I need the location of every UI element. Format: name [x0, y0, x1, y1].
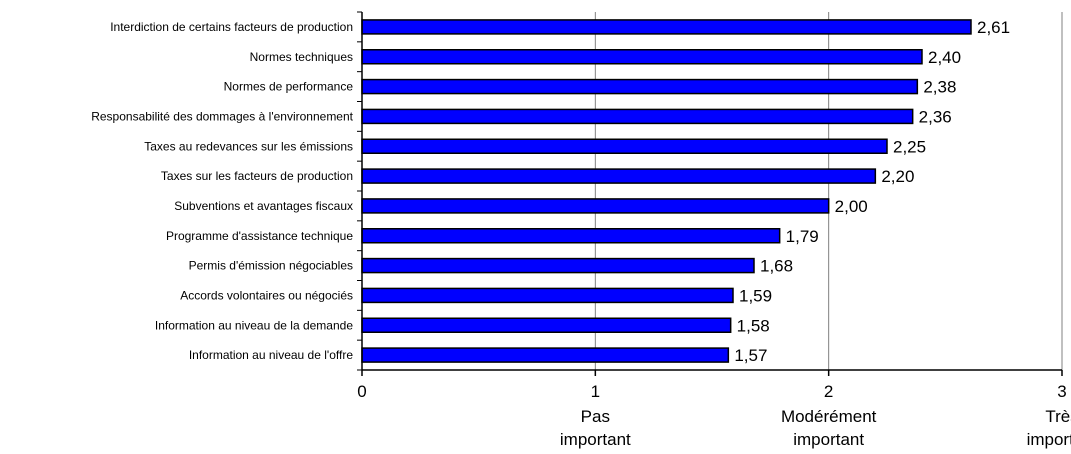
bar-3 [361, 78, 919, 95]
value-label: 2,00 [835, 197, 868, 216]
value-label: 2,25 [893, 137, 926, 156]
bar-12 [361, 347, 730, 363]
value-label: 2,20 [881, 167, 914, 186]
x-tick-sublabel: Pas [581, 407, 610, 426]
value-label: 1,68 [760, 257, 793, 276]
category-label: Subventions et avantages fiscaux [174, 199, 353, 213]
bars [361, 19, 972, 363]
category-label: Programme d'assistance technique [166, 229, 353, 243]
x-tick-label: 1 [591, 382, 600, 401]
x-tick-sublabel: Modérément [781, 407, 877, 426]
value-label: 1,58 [737, 316, 770, 335]
bar-8 [361, 228, 781, 244]
bar-1 [361, 19, 972, 35]
category-label: Permis d'émission négociables [189, 259, 353, 273]
x-tick-label: 3 [1057, 382, 1066, 401]
category-label: Interdiction de certains facteurs de pro… [110, 20, 353, 34]
x-tick-sublabel: important [793, 430, 864, 449]
category-label: Information au niveau de la demande [155, 318, 353, 332]
category-label: Normes techniques [250, 50, 353, 64]
x-tick-label: 0 [357, 382, 366, 401]
value-label: 2,61 [977, 18, 1010, 37]
x-tick-sublabel: Très [1045, 407, 1071, 426]
category-label: Information au niveau de l'offre [189, 348, 354, 362]
category-label: Responsabilité des dommages à l'environn… [91, 109, 353, 123]
category-label: Taxes sur les facteurs de production [161, 169, 353, 183]
value-label: 2,40 [928, 48, 961, 67]
x-tick-sublabel: important [1027, 430, 1071, 449]
category-label: Accords volontaires ou négociés [180, 288, 353, 302]
labels: Interdiction de certains facteurs de pro… [91, 18, 1071, 449]
bar-5 [361, 138, 888, 154]
value-label: 1,59 [739, 286, 772, 305]
bar-7 [361, 198, 830, 214]
bar-10 [361, 287, 734, 304]
value-label: 1,79 [786, 227, 819, 246]
bar-2 [361, 49, 923, 65]
axes [357, 11, 1063, 376]
grid-lines [594, 12, 1063, 370]
category-label: Normes de performance [224, 80, 354, 94]
bar-6 [361, 168, 877, 184]
category-label: Taxes au redevances sur les émissions [144, 139, 353, 153]
bar-11 [361, 317, 732, 333]
x-tick-sublabel: important [560, 430, 631, 449]
x-tick-label: 2 [824, 382, 833, 401]
value-label: 2,36 [919, 107, 952, 126]
bar-4 [361, 108, 914, 125]
value-label: 2,38 [923, 78, 956, 97]
value-label: 1,57 [734, 346, 767, 365]
bar-9 [361, 257, 755, 274]
